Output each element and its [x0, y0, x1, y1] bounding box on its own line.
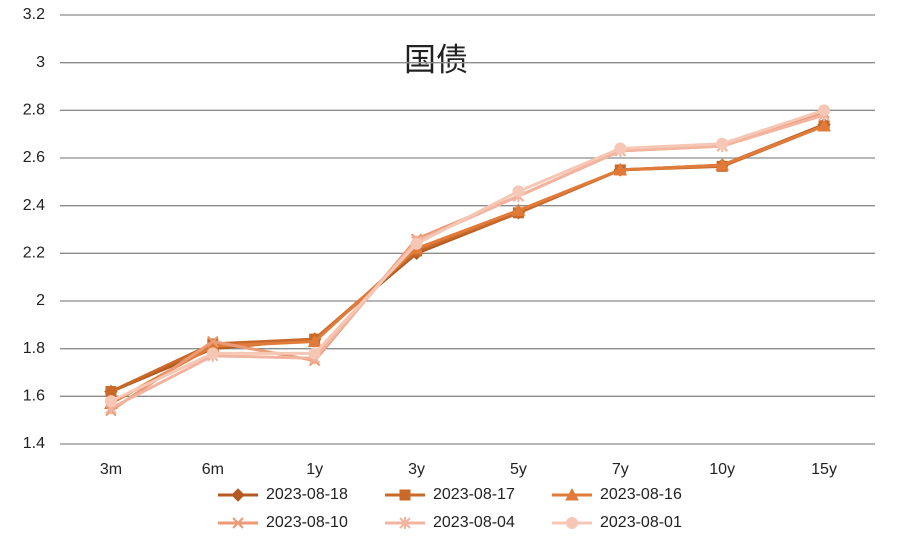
y-tick-label: 3	[36, 54, 45, 71]
y-tick-label: 1.4	[23, 435, 45, 452]
point-marker	[105, 386, 117, 398]
x-tick-label: 6m	[202, 461, 224, 478]
point-marker	[715, 158, 730, 171]
y-tick-label: 2	[36, 292, 45, 309]
point-marker	[206, 347, 219, 360]
series-line	[110, 108, 825, 403]
legend-label: 2023-08-01	[600, 514, 682, 531]
legend-marker	[231, 488, 245, 502]
point-marker	[307, 334, 322, 348]
legend-label: 2023-08-04	[433, 514, 515, 531]
chart-title: 国债	[404, 41, 468, 77]
point-marker	[308, 347, 321, 360]
legend-marker	[399, 517, 411, 529]
point-marker	[613, 162, 628, 176]
legend-label: 2023-08-17	[433, 486, 515, 503]
legend-marker	[565, 487, 579, 501]
y-tick-label: 2.6	[23, 149, 45, 166]
y-tick-label: 2.4	[23, 197, 45, 214]
legend-label: 2023-08-10	[266, 514, 348, 531]
legend-marker	[566, 517, 578, 529]
point-marker	[512, 185, 525, 198]
point-marker	[614, 142, 627, 155]
y-tick-label: 2.8	[23, 102, 45, 119]
legend-label: 2023-08-18	[266, 486, 348, 503]
y-tick-label: 2.2	[23, 245, 45, 262]
point-marker	[716, 137, 729, 150]
legend-marker	[232, 517, 244, 529]
point-marker	[511, 203, 526, 216]
x-tick-label: 3y	[408, 461, 425, 478]
x-tick-label: 15y	[811, 461, 837, 478]
point-marker	[410, 237, 423, 250]
y-tick-label: 1.8	[23, 340, 45, 357]
series-line	[110, 113, 825, 410]
x-tick-label: 7y	[612, 461, 629, 478]
point-marker	[207, 335, 219, 348]
y-tick-label: 1.6	[23, 388, 45, 405]
x-tick-label: 5y	[510, 461, 527, 478]
point-marker	[104, 395, 117, 408]
point-marker	[818, 104, 831, 117]
y-tick-label: 3.2	[23, 6, 45, 23]
x-tick-label: 10y	[709, 461, 735, 478]
legend-marker	[399, 489, 411, 501]
x-tick-label: 1y	[306, 461, 323, 478]
x-tick-label: 3m	[100, 461, 122, 478]
legend-label: 2023-08-16	[600, 486, 682, 503]
point-marker	[817, 118, 831, 132]
